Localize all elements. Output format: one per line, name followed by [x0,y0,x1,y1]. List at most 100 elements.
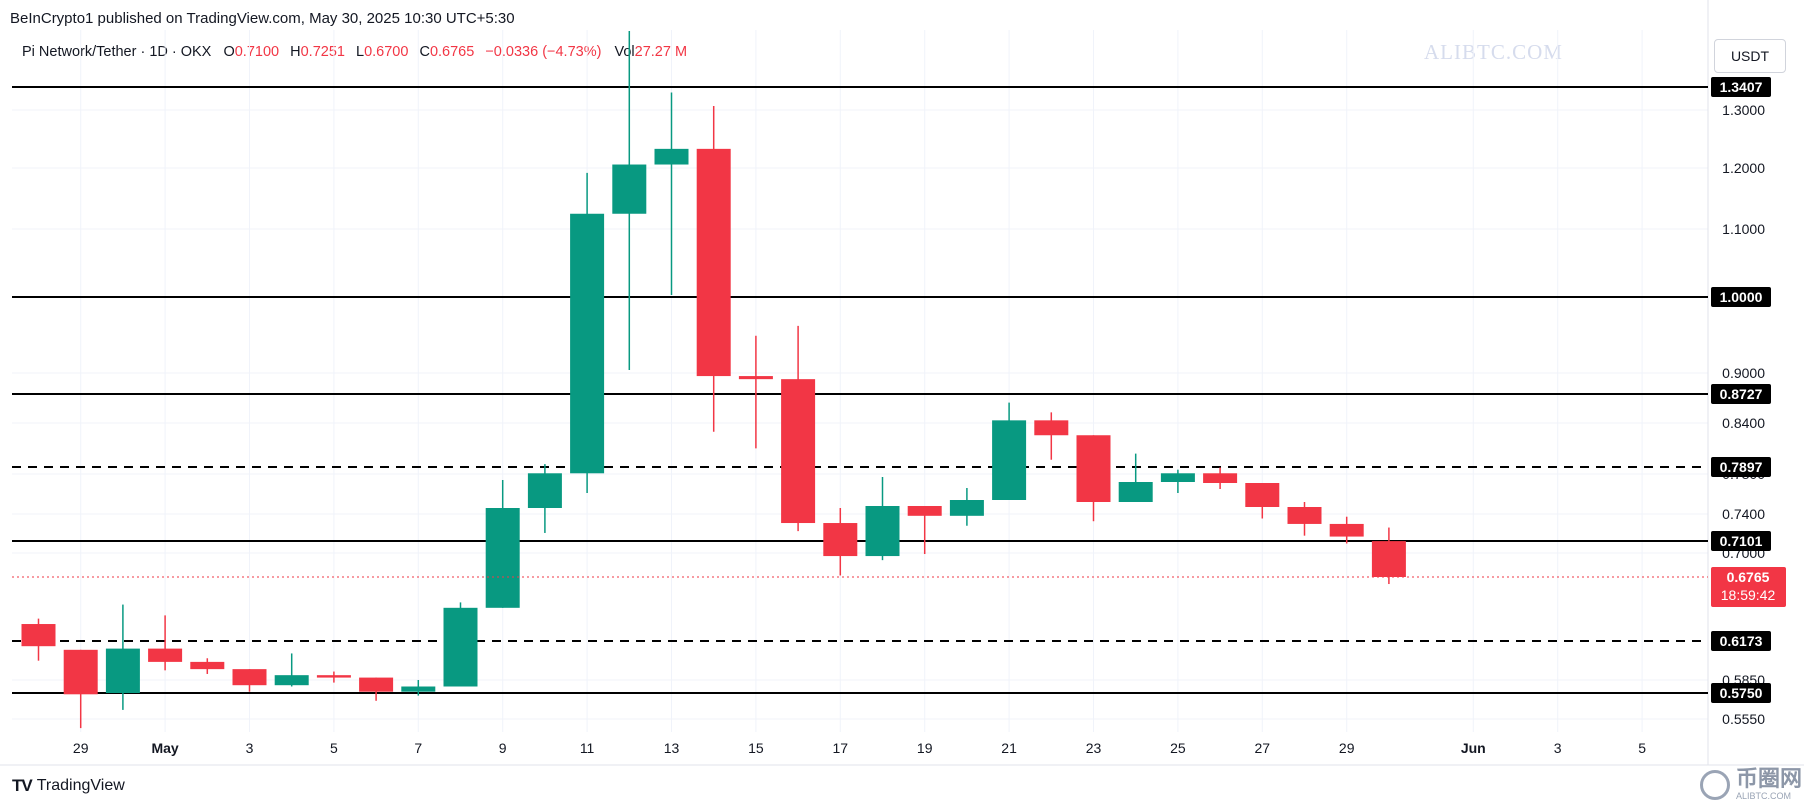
last-price-tag: 0.6765 18:59:42 [1711,567,1786,607]
level-price-tag: 0.5750 [1711,683,1771,703]
candle [1118,453,1153,502]
currency-button[interactable]: USDT [1714,39,1786,73]
candle-body [949,500,984,516]
low-label: L [356,44,365,60]
x-tick-label: 7 [414,740,422,756]
candle-body [654,148,689,165]
candle [1203,467,1238,489]
candle-body [1245,483,1280,507]
level-tag-label: 1.3407 [1720,79,1763,95]
y-tick-label: 0.9000 [1722,365,1765,381]
level-tag-bg [1711,631,1771,651]
candle [949,488,984,526]
watermark: ALIBTC.COM [1424,40,1563,64]
candle [274,653,309,687]
tradingview-logo[interactable]: TV TradingView [12,776,125,796]
candle [738,335,773,449]
x-tick-label: 11 [580,740,595,756]
candle [105,604,140,710]
x-tick-label: 3 [246,740,254,756]
level-tag-bg [1711,683,1771,703]
x-tick-label: 19 [917,740,933,756]
candle-body [359,677,394,692]
candle [1076,435,1111,522]
candle-body [1287,507,1322,524]
x-tick-label: 23 [1086,740,1102,756]
last-price-bg [1711,567,1786,607]
candle-body [738,376,773,380]
candle-body [612,164,647,214]
x-tick-label: 9 [499,740,507,756]
candle-body [21,624,56,647]
candle-body [232,669,267,686]
level-tag-label: 0.6173 [1720,633,1763,649]
level-price-tag: 1.0000 [1711,287,1771,307]
candle-body [1076,435,1111,502]
candle [865,477,900,561]
candle-body [1034,420,1069,436]
symbol-label[interactable]: Pi Network/Tether · 1D · OKX [22,44,212,60]
candle-body [1118,482,1153,502]
candle-body [570,213,605,474]
publisher-line: BeInCrypto1 published on TradingView.com… [10,10,515,27]
x-tick-label: 25 [1170,740,1186,756]
candle-body [907,506,942,516]
low-value: 0.6700 [364,44,409,60]
level-lines [12,86,1708,694]
candle [485,480,520,608]
open-label: O [223,44,235,60]
y-axis[interactable]: 0.55500.58500.70000.74000.78000.84000.90… [1722,102,1765,727]
y-tick-label: 1.1000 [1722,221,1765,237]
x-tick-label: 3 [1554,740,1562,756]
candle [696,106,731,432]
tradingview-logo-text: TradingView [36,777,125,794]
candle-body [527,473,562,508]
candle-body [105,648,140,693]
x-tick-label: 29 [73,740,89,756]
level-tag-bg [1711,384,1771,404]
tradingview-mark-icon: TV [12,776,33,795]
x-tick-label: 5 [330,740,338,756]
candle-body [190,661,225,670]
x-tick-label: May [151,740,178,756]
countdown-label: 18:59:42 [1721,587,1776,603]
candle [1329,516,1364,544]
level-tag-label: 1.0000 [1720,289,1763,305]
corner-logo: 币圈网 ALIBTC.COM [1700,768,1802,801]
candle [992,402,1027,500]
y-tick-label: 1.2000 [1722,160,1765,176]
x-axis[interactable]: 29 May 3 5 7 9 11 13 15 17 19 21 23 25 27 29 Jun 3 5 [73,740,1646,756]
candle [316,671,351,683]
candle-body [443,607,478,687]
volume-value: 27.27 M [634,44,688,60]
candle-body [274,675,309,686]
open-value: 0.7100 [234,44,280,60]
candle-body [485,508,520,608]
candle [21,618,56,661]
last-price-label: 0.6765 [1727,569,1770,585]
x-tick-label: Jun [1461,740,1486,756]
candle [232,669,267,692]
y-tick-label: 1.3000 [1722,102,1765,118]
level-tag-bg [1711,531,1771,551]
candle [823,508,858,576]
change-value: −0.0336 (−4.73%) [485,44,602,60]
candle [654,92,689,295]
x-tick-label: 27 [1255,740,1271,756]
level-price-tag: 0.6173 [1711,631,1771,651]
level-price-tag: 0.8727 [1711,384,1771,404]
level-price-tag: 1.3407 [1711,77,1771,97]
candle [359,677,394,701]
candle [907,506,942,555]
candle-body [1160,473,1195,482]
candle [63,649,98,729]
x-tick-label: 15 [748,740,764,756]
level-tag-bg [1711,287,1771,307]
candle [527,464,562,533]
grid-lines [0,0,1804,766]
corner-logo-icon [1700,769,1730,800]
candle-body [401,686,436,692]
level-tag-label: 0.7897 [1720,459,1763,475]
x-tick-label: 5 [1638,740,1646,756]
